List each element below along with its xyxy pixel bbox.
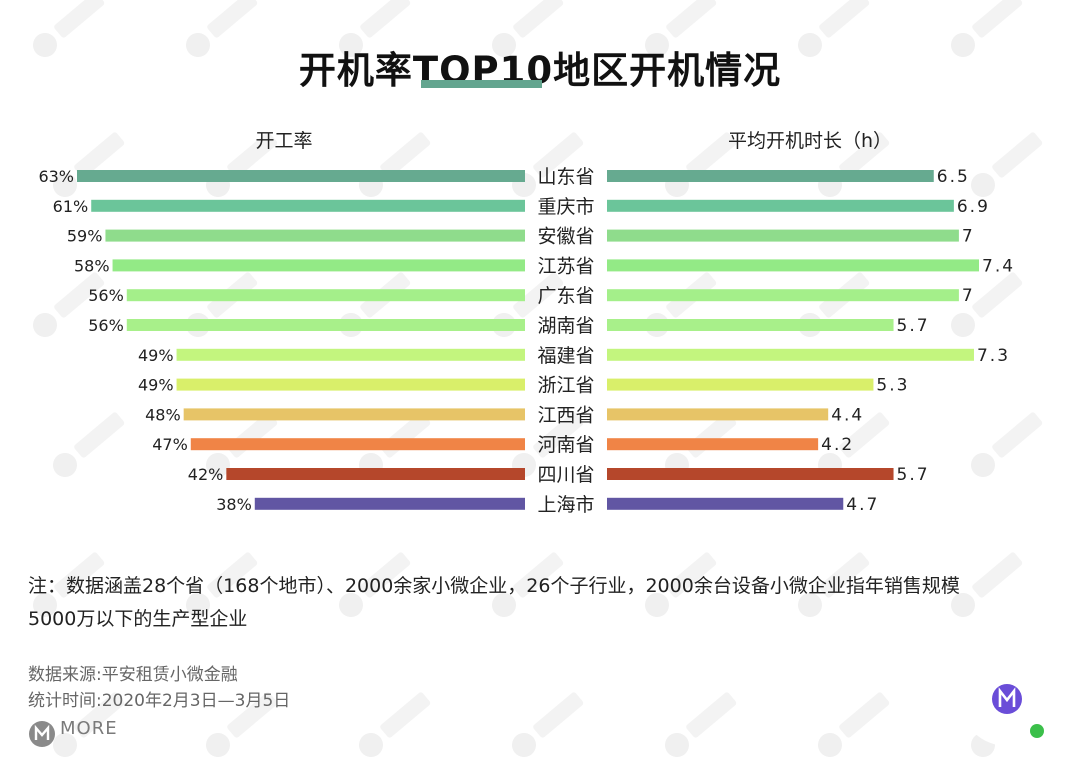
category-label: 广东省	[537, 285, 594, 307]
more-logo-icon	[29, 721, 55, 747]
left-bar	[105, 229, 525, 242]
category-label: 重庆市	[537, 196, 594, 218]
left-bar	[91, 199, 525, 212]
right-value-label: 5.7	[897, 316, 930, 336]
right-bar	[607, 468, 894, 480]
right-value-label: 4.7	[846, 495, 879, 515]
left-value-label: 56%	[88, 316, 124, 335]
left-bar	[126, 289, 526, 302]
category-label: 山东省	[537, 166, 594, 188]
left-bar	[183, 408, 525, 421]
left-bar	[112, 259, 526, 272]
left-bar	[77, 170, 525, 182]
category-label: 江苏省	[537, 255, 594, 277]
source-line-1: 数据来源:平安租赁小微金融	[28, 665, 238, 685]
left-value-label: 42%	[188, 465, 224, 484]
left-bar	[226, 468, 526, 480]
right-value-label: 4.2	[821, 435, 854, 455]
category-label: 福建省	[537, 345, 594, 367]
category-label: 浙江省	[537, 375, 594, 397]
right-bar	[607, 348, 974, 361]
right-value-label: 7	[962, 286, 975, 306]
right-value-label: 6.5	[937, 167, 970, 187]
left-bar	[176, 348, 526, 361]
category-label: 河南省	[537, 434, 594, 456]
left-bar	[254, 497, 525, 510]
note-line-2: 5000万以下的生产型企业	[28, 608, 248, 630]
right-value-label: 7	[962, 227, 975, 247]
right-bar	[607, 408, 829, 421]
right-bar	[607, 289, 959, 302]
left-value-label: 38%	[216, 495, 252, 514]
right-axis-label: 平均开机时长（h）	[728, 130, 892, 152]
right-bar	[607, 259, 979, 272]
left-bar	[176, 378, 526, 391]
right-value-label: 4.4	[831, 405, 864, 425]
left-value-label: 49%	[138, 346, 174, 365]
right-bar	[607, 199, 954, 212]
right-bar	[607, 170, 934, 182]
category-label: 上海市	[537, 494, 594, 516]
category-label: 江西省	[537, 404, 594, 426]
right-value-label: 5.7	[897, 465, 930, 485]
right-value-label: 6.9	[957, 197, 990, 217]
left-value-label: 49%	[138, 376, 174, 395]
category-label: 四川省	[537, 464, 594, 486]
left-value-label: 61%	[53, 197, 89, 216]
left-value-label: 63%	[38, 167, 74, 186]
right-value-label: 7.4	[982, 256, 1015, 276]
right-bar	[607, 319, 894, 331]
category-label: 湖南省	[537, 315, 594, 337]
right-bar	[607, 378, 874, 391]
left-value-label: 59%	[67, 227, 103, 246]
right-value-label: 7.3	[977, 346, 1010, 366]
data-source: 数据来源:平安租赁小微金融 统计时间:2020年2月3日—3月5日	[28, 662, 290, 714]
right-bar	[607, 497, 844, 510]
source-line-2: 统计时间:2020年2月3日—3月5日	[28, 691, 291, 711]
left-bar	[126, 319, 526, 331]
left-value-label: 47%	[152, 435, 188, 454]
left-value-label: 56%	[88, 286, 124, 305]
left-value-label: 58%	[74, 256, 110, 275]
right-bar	[607, 438, 819, 451]
title-underline	[421, 80, 542, 88]
left-axis-label: 开工率	[255, 130, 312, 152]
left-bar	[190, 438, 525, 451]
category-label: 安徽省	[537, 226, 594, 248]
chart-note: 注：数据涵盖28个省（168个地市）、2000余家小微企业，26个子行业，200…	[28, 570, 1058, 636]
right-value-label: 5.3	[876, 376, 909, 396]
right-bar	[607, 229, 959, 242]
logo-text: MORE	[60, 718, 118, 739]
note-line-1: 注：数据涵盖28个省（168个地市）、2000余家小微企业，26个子行业，200…	[28, 575, 960, 597]
left-value-label: 48%	[145, 405, 181, 424]
qr-code-icon	[960, 652, 1054, 746]
